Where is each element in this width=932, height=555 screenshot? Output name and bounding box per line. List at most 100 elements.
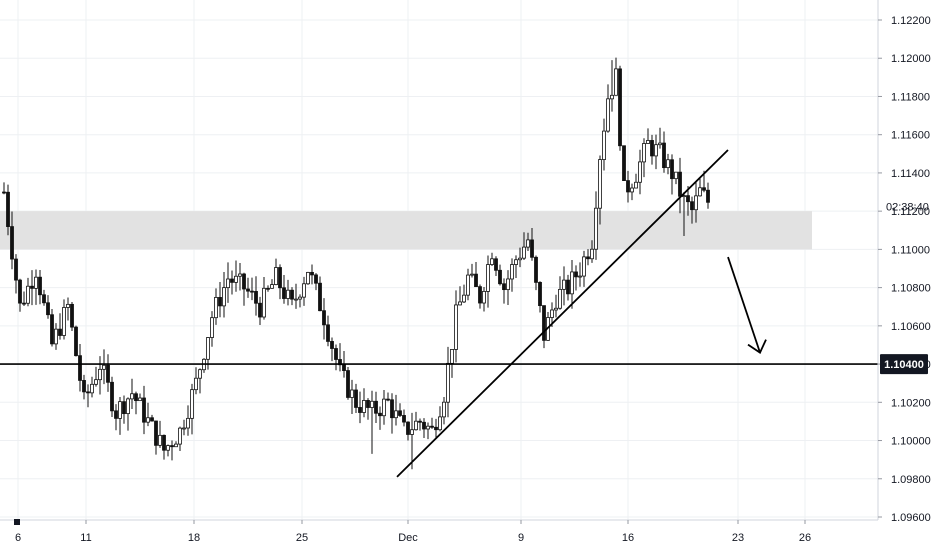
arrow-head [747, 339, 767, 354]
candle-body-up [174, 443, 178, 448]
candle-body-up [614, 68, 618, 96]
candle [654, 134, 658, 170]
candle-body-down [266, 287, 270, 290]
candle-body-down [542, 305, 546, 341]
candle [230, 270, 234, 295]
candle [534, 255, 538, 291]
candle [306, 271, 310, 285]
candle-body-down [70, 303, 74, 328]
candle-body-down [246, 288, 250, 292]
candle [270, 279, 274, 289]
candle-body-up [102, 364, 106, 370]
candle [426, 422, 430, 440]
resistance-zone [0, 211, 812, 250]
candle-body-up [362, 400, 366, 413]
last-price-box [880, 354, 928, 375]
candle-body-up [610, 94, 614, 100]
candle-body-up [594, 207, 598, 250]
candle [638, 149, 642, 195]
candle [282, 275, 286, 304]
candle [686, 186, 690, 216]
candle-body-up [178, 427, 182, 445]
ascending-trendline[interactable] [396, 149, 729, 478]
bearish-arrow[interactable] [727, 256, 761, 353]
candle-body-up [270, 284, 274, 289]
candle [590, 240, 594, 263]
price-axis[interactable]: 1.12200 1.12000 1.11800 1.11600 1.11400 1.112… [877, 0, 931, 524]
candle [678, 157, 682, 214]
candle-body-up [550, 309, 554, 318]
candle [362, 388, 366, 418]
price-tick-label: 1.10200 [891, 397, 931, 409]
candle-body-up [238, 273, 242, 277]
candle-body-down [322, 310, 326, 326]
candle-body-up [518, 257, 522, 261]
candle-body-down [670, 159, 674, 180]
candle-body-up [450, 349, 454, 364]
candle-body-up [234, 275, 238, 283]
candle [414, 411, 418, 431]
candle-body-up [146, 417, 150, 423]
candle [134, 391, 138, 415]
candle-body-down [538, 281, 542, 307]
candle [658, 127, 662, 149]
candle-body-down [154, 420, 158, 446]
candle-body-down [422, 421, 426, 430]
candle-body-up [414, 420, 418, 431]
candle-body-down [418, 420, 422, 423]
candle [410, 412, 414, 470]
candle-body-up [554, 307, 558, 311]
candle [70, 302, 74, 331]
candle [126, 397, 130, 431]
candle-body-down [586, 256, 590, 260]
candle [470, 263, 474, 278]
candle [478, 284, 482, 309]
candle [554, 294, 558, 318]
candle-body-down [86, 391, 90, 394]
candle [498, 264, 502, 286]
candle [318, 276, 322, 312]
candle-body-down [134, 393, 138, 402]
candle [122, 395, 126, 424]
candle-body-down [334, 348, 338, 360]
candle [490, 252, 494, 266]
candle [502, 278, 506, 304]
candle-body-down [38, 276, 42, 296]
candle-body-down [18, 279, 22, 304]
candle [26, 277, 30, 307]
candle-body-down [254, 291, 258, 304]
candle [442, 396, 446, 425]
candle [466, 268, 470, 301]
candle [226, 262, 230, 303]
candle [570, 260, 574, 309]
candle [482, 286, 486, 312]
candle-body-down [314, 274, 318, 284]
candle-body-up [118, 401, 122, 419]
candle [118, 397, 122, 435]
candle [98, 356, 102, 395]
time-tick-label: 9 [518, 532, 524, 544]
time-marker [14, 519, 20, 525]
candle [542, 305, 546, 349]
candle-body-up [226, 278, 230, 289]
time-axis[interactable]: 6 11 18 25 Dec 9 16 23 26 [0, 519, 878, 544]
candle-body-up [222, 287, 226, 307]
candle-body-up [130, 393, 134, 400]
candle-body-up [654, 144, 658, 157]
candle-body-up [410, 429, 414, 435]
candle [218, 281, 222, 318]
candle [166, 444, 170, 457]
candle [378, 406, 382, 430]
candle [194, 367, 198, 395]
candle [430, 417, 434, 429]
candle [302, 276, 306, 306]
candle [214, 288, 218, 325]
candle-body-down [278, 267, 282, 289]
candle-body-down [78, 355, 82, 381]
candle-body-down [282, 287, 286, 299]
candle [586, 249, 590, 266]
candle [646, 128, 650, 144]
candle-body-up [382, 398, 386, 417]
